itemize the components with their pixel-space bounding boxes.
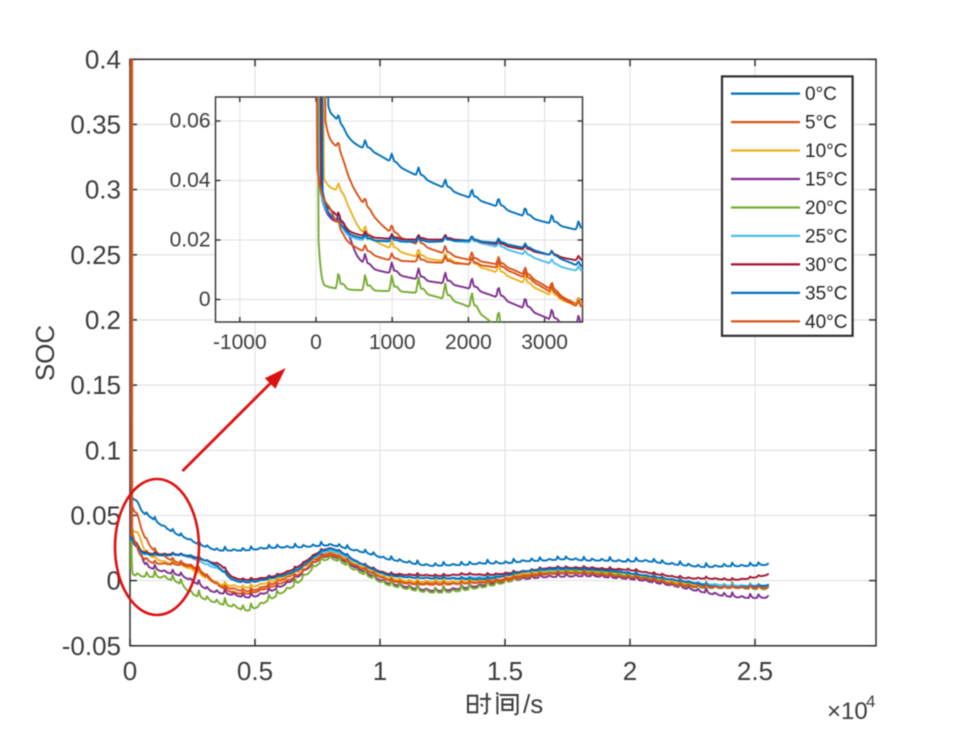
svg-text:25°C: 25°C [805, 226, 847, 247]
svg-text:0.06: 0.06 [170, 110, 211, 133]
svg-text:0: 0 [123, 656, 137, 686]
svg-text:2000: 2000 [445, 331, 492, 354]
svg-text:5°C: 5°C [805, 113, 837, 134]
svg-text:×10: ×10 [827, 698, 868, 725]
svg-text:2: 2 [623, 656, 637, 686]
svg-text:-0.05: -0.05 [62, 631, 121, 661]
svg-text:20°C: 20°C [805, 198, 847, 219]
svg-text:0.3: 0.3 [85, 175, 121, 205]
svg-text:SOC: SOC [30, 325, 60, 381]
svg-text:0.25: 0.25 [70, 240, 121, 270]
svg-text:30°C: 30°C [805, 255, 847, 276]
svg-text:3000: 3000 [521, 331, 568, 354]
svg-text:0.15: 0.15 [70, 370, 121, 400]
svg-text:40°C: 40°C [805, 312, 847, 333]
svg-text:15°C: 15°C [805, 170, 847, 191]
svg-text:0.35: 0.35 [70, 109, 121, 139]
svg-text:/s: /s [523, 689, 543, 719]
svg-text:0.02: 0.02 [170, 229, 211, 252]
svg-text:0.05: 0.05 [70, 500, 121, 530]
svg-text:0: 0 [107, 566, 121, 596]
svg-text:4: 4 [866, 692, 875, 711]
svg-text:-1000: -1000 [213, 331, 267, 354]
svg-text:0.1: 0.1 [85, 435, 121, 465]
svg-text:1000: 1000 [369, 331, 416, 354]
svg-text:10°C: 10°C [805, 141, 847, 162]
svg-text:0: 0 [199, 288, 211, 311]
svg-text:0.04: 0.04 [170, 169, 211, 192]
svg-text:0.4: 0.4 [85, 44, 121, 74]
svg-text:0.5: 0.5 [237, 656, 273, 686]
svg-text:2.5: 2.5 [737, 656, 773, 686]
svg-text:0°C: 0°C [805, 84, 837, 105]
svg-text:0.2: 0.2 [85, 305, 121, 335]
svg-text:0: 0 [310, 331, 322, 354]
svg-text:1: 1 [373, 656, 387, 686]
svg-text:35°C: 35°C [805, 283, 847, 304]
svg-text:1.5: 1.5 [487, 656, 523, 686]
